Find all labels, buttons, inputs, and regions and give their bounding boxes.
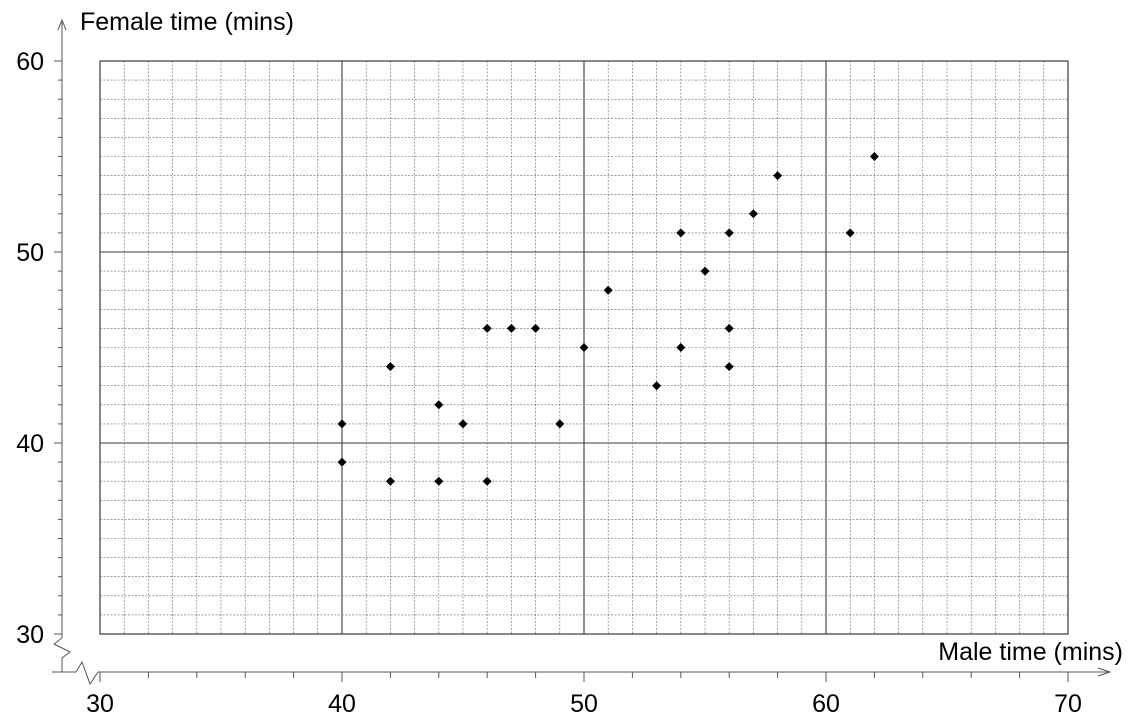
data-point: [434, 476, 444, 486]
data-point: [482, 476, 492, 486]
data-point: [724, 228, 734, 238]
axes: [52, 18, 1112, 686]
x-axis-arrow: [1097, 667, 1112, 677]
data-point: [748, 209, 758, 219]
data-point: [724, 362, 734, 372]
data-point: [531, 323, 541, 333]
data-point: [676, 343, 686, 352]
data-point: [337, 457, 347, 467]
y-tick-label: 60: [16, 48, 44, 76]
y-axis-arrow: [57, 18, 67, 31]
x-tick-label: 60: [812, 690, 840, 718]
data-point: [434, 400, 444, 410]
plot-frame: [99, 60, 1069, 635]
data-point: [652, 381, 662, 391]
x-tick-label: 40: [328, 690, 356, 718]
x-tick-label: 30: [86, 690, 114, 718]
data-point: [724, 323, 734, 333]
y-tick-label: 40: [16, 430, 44, 458]
data-point: [869, 152, 879, 161]
y-axis-break: [53, 637, 71, 672]
data-points: [337, 152, 879, 486]
x-axis-break: [52, 660, 99, 686]
data-point: [700, 266, 710, 276]
x-tick-label: 70: [1054, 690, 1082, 718]
y-axis-title: Female time (mins): [80, 8, 294, 36]
y-tick-label: 50: [16, 239, 44, 267]
tick-labels: 30 40 50 60 70 30 40 50 60: [16, 48, 1082, 718]
data-point: [506, 323, 516, 333]
data-point: [579, 343, 589, 352]
data-point: [845, 228, 855, 238]
data-point: [482, 323, 492, 333]
x-axis-title: Male time (mins): [938, 638, 1123, 666]
data-point: [603, 285, 613, 295]
data-point: [385, 476, 395, 486]
data-point: [385, 362, 395, 372]
data-point: [458, 419, 468, 429]
x-tick-label: 50: [570, 690, 598, 718]
y-tick-label: 30: [16, 621, 44, 649]
data-point: [773, 171, 783, 181]
data-point: [555, 419, 565, 429]
data-point: [337, 419, 347, 429]
data-point: [676, 228, 686, 238]
